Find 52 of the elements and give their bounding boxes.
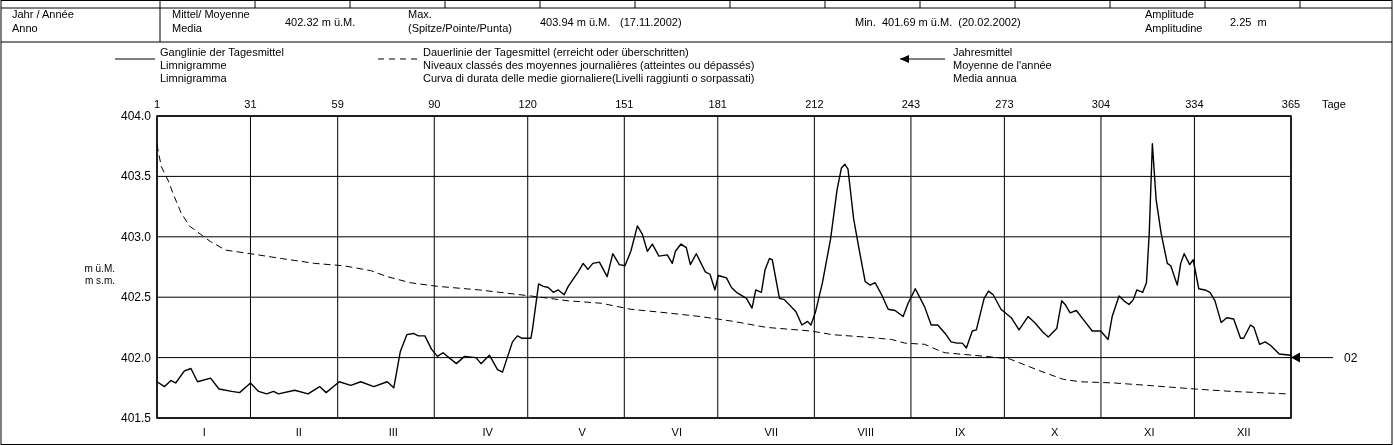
x-tick-label: 304 — [1091, 98, 1111, 110]
text: Max. — [408, 8, 432, 20]
x-tick-label: 31 — [244, 98, 257, 110]
text: I — [202, 426, 206, 438]
x-tick-label: 151 — [615, 98, 634, 110]
text: Amplitude — [1145, 8, 1194, 20]
text: 02 — [1344, 350, 1358, 365]
text: VII — [764, 426, 778, 438]
text: Min. 401.69 m ü.M. (20.02.2002) — [855, 16, 1021, 28]
text: X — [1051, 426, 1060, 438]
text: Anno — [12, 22, 38, 34]
y-tick-label: 402.5 — [120, 290, 152, 305]
x-tick-label: 273 — [995, 98, 1014, 110]
x-tick-label: 59 — [331, 98, 344, 110]
y-tick-label: 401.5 — [120, 411, 152, 425]
y-tick-label: 403.0 — [120, 229, 152, 244]
x-tick-label: 90 — [428, 98, 441, 110]
x-axis-title: Tage — [1322, 98, 1346, 110]
text: II — [295, 426, 302, 438]
text: XI — [1144, 426, 1155, 438]
x-tick-label: 212 — [805, 98, 824, 110]
text: Amplitudine — [1145, 22, 1203, 34]
text: (17.11.2002) — [620, 16, 682, 28]
x-tick-label: 120 — [518, 98, 537, 110]
x-tick-label: 243 — [901, 98, 921, 110]
x-tick-label: 1 — [153, 98, 161, 110]
text: XII — [1237, 426, 1251, 438]
y-axis-title: m ü.M. m s.m. — [84, 263, 115, 286]
legend-label: Dauerlinie der Tagesmittel (erreicht oder überschritten) Niveaux classés des moyennes journalières (atteintes ou dépassés) Curva di durata delle medie giornaliere(Livelli raggiunti o sorpassati) — [423, 46, 755, 84]
text: IX — [955, 426, 967, 438]
text: IV — [482, 426, 494, 438]
legend-label: Ganglinie der Tagesmittel Limnigramme Limnigramma — [160, 46, 284, 84]
text: (Spitze/Pointe/Punta) — [408, 22, 512, 34]
text: VIII — [857, 426, 875, 438]
text: Jahresmittel — [953, 46, 1013, 58]
text: Media — [172, 22, 203, 34]
x-tick-label: 365 — [1281, 98, 1301, 110]
x-tick-label: 334 — [1185, 98, 1204, 110]
text: 2.25 m — [1230, 16, 1267, 28]
text: Mittel/ Moyenne — [172, 8, 250, 20]
text: Media annua — [953, 72, 1018, 84]
text: Jahr / Année — [12, 8, 74, 20]
text: 402.32 m ü.M. — [285, 16, 356, 28]
y-tick-label: 403.5 — [120, 169, 152, 184]
text: Moyenne de l'année — [953, 59, 1052, 71]
text: 403.94 m ü.M. — [540, 16, 611, 28]
x-tick-label: 181 — [708, 98, 727, 110]
y-tick-label: 402.0 — [120, 350, 152, 365]
text: III — [388, 426, 398, 438]
text: V — [578, 426, 587, 438]
y-tick-label: 404.0 — [120, 109, 152, 123]
text: VI — [671, 426, 682, 438]
